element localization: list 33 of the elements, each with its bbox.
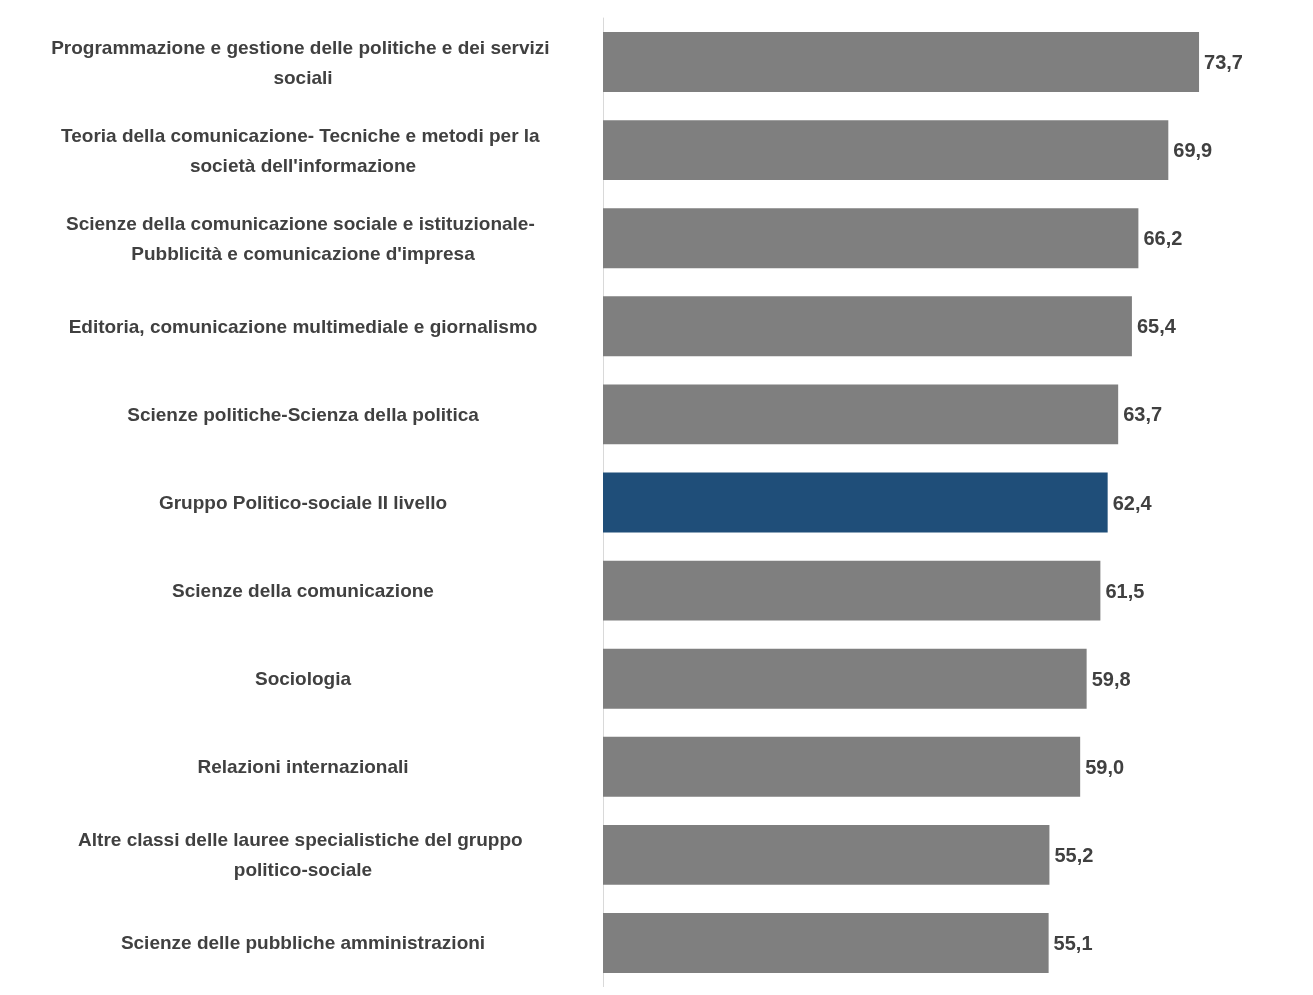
data-label: 55,2 [1054, 843, 1094, 866]
bar [603, 472, 1108, 533]
bar [603, 32, 1200, 92]
y-tick-label: Scienze della comunicazione sociale e istituzionale- Pubblicità e comunicazione d'impresa [65, 212, 541, 264]
y-tick-label: Altre classi delle lauree specialistiche del gruppo politico-sociale [78, 829, 528, 881]
data-label: 62,4 [1112, 491, 1153, 514]
bar [603, 913, 1049, 973]
bar [603, 384, 1119, 445]
y-tick-label: Programmazione e gestione delle politiche e dei servizi sociali [51, 36, 555, 88]
bar [603, 296, 1132, 357]
data-label: 55,1 [1053, 931, 1093, 954]
bar [603, 824, 1050, 885]
y-tick-label: Relazioni internazionali [197, 756, 409, 778]
y-tick-label: Gruppo Politico-sociale II livello [158, 492, 448, 513]
data-label: 63,7 [1123, 403, 1163, 426]
bar [603, 208, 1139, 269]
y-tick-label: Editoria, comunicazione multimediale e giornalismo [68, 315, 538, 337]
data-label: 61,5 [1105, 579, 1145, 602]
y-tick-label: Teoria della comunicazione- Tecniche e metodi per la società dell'informazione [61, 124, 545, 176]
data-label: 73,7 [1204, 51, 1243, 74]
bar [603, 736, 1081, 797]
y-tick-label: Scienze della comunicazione [172, 580, 434, 602]
y-tick-label: Scienze politiche-Scienza della politica [127, 403, 480, 425]
data-label: 66,2 [1143, 227, 1183, 250]
data-label: 65,4 [1136, 315, 1177, 338]
bar [603, 120, 1169, 181]
y-tick-label: Sociologia [254, 668, 352, 690]
y-tick-label: Scienze delle pubbliche amministrazioni [120, 932, 486, 954]
data-label: 69,9 [1173, 139, 1213, 162]
bar [603, 648, 1087, 709]
bar [603, 560, 1101, 621]
data-label: 59,0 [1085, 755, 1125, 778]
data-label: 59,8 [1091, 667, 1131, 690]
